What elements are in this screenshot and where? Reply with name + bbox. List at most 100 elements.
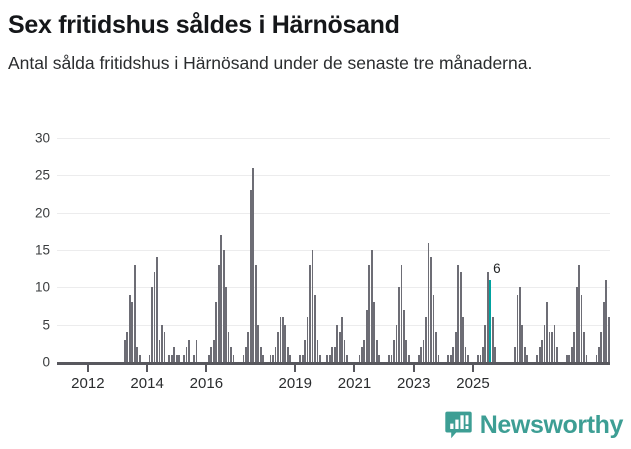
bar (548, 332, 551, 362)
bar (521, 324, 524, 362)
bar (491, 317, 494, 362)
bar (306, 317, 309, 362)
bar-highlighted (489, 279, 492, 362)
bar (580, 294, 583, 362)
bar (417, 354, 420, 362)
bar (217, 264, 220, 362)
bar (128, 294, 131, 362)
x-axis-tick-label: 2025 (456, 374, 490, 392)
bar (284, 324, 287, 362)
bar (193, 354, 195, 362)
bar (541, 339, 543, 362)
bar (484, 324, 487, 362)
bar (286, 347, 289, 362)
bar (427, 242, 430, 362)
bar (153, 272, 156, 362)
newsworthy-bars-bubble-icon (445, 411, 472, 439)
bar (543, 324, 546, 362)
bar (600, 332, 603, 362)
y-axis-tick-label: 0 (42, 354, 50, 370)
bar (133, 264, 136, 362)
x-axis-tick-label: 2014 (130, 374, 164, 392)
bar (595, 354, 598, 362)
bar-series (57, 138, 610, 362)
bar (420, 347, 423, 362)
bar (516, 294, 519, 362)
bar (178, 354, 181, 362)
bar (163, 332, 166, 362)
bar (459, 272, 462, 362)
bar (244, 347, 247, 362)
bar (435, 332, 437, 362)
bar (602, 302, 605, 362)
bar (156, 257, 158, 362)
bar (254, 264, 257, 362)
bar (573, 332, 576, 362)
bar (279, 317, 282, 362)
bar (220, 235, 223, 362)
bar (365, 309, 368, 362)
newsworthy-logo-text: Newsworthy (479, 411, 624, 439)
bar (467, 354, 469, 362)
bar (568, 354, 571, 362)
bar (195, 339, 198, 362)
y-axis-tick-labels: 0 5 10 15 20 25 30 (0, 131, 50, 369)
bar (598, 347, 600, 362)
bar (536, 354, 539, 362)
bar (578, 264, 581, 362)
bar (131, 302, 134, 362)
chart-plot-wrapper: 0 5 10 15 20 25 30 6 2012 2014 2016 2019 2021 2023 2… (0, 131, 631, 400)
chart-page: Sex fritidshus såldes i Härnösand Antal … (0, 10, 631, 449)
x-axis-tick (294, 364, 297, 372)
x-axis-line (57, 362, 610, 365)
bar (481, 347, 484, 362)
bar (373, 302, 376, 362)
bar (523, 347, 526, 362)
x-axis-tick-label: 2019 (278, 374, 312, 392)
bar (585, 354, 588, 362)
bar (575, 287, 578, 362)
bar (242, 354, 245, 362)
bar (454, 332, 457, 362)
bar (282, 317, 284, 362)
bar (477, 354, 479, 362)
bar (259, 347, 262, 362)
bar (430, 257, 432, 362)
bar (464, 347, 467, 362)
bar (161, 324, 163, 362)
bar (299, 354, 302, 362)
bar (124, 339, 126, 362)
bar (230, 347, 232, 362)
bar (405, 339, 408, 362)
bar (479, 354, 482, 362)
bar (151, 287, 153, 362)
bar (605, 279, 608, 362)
bar (170, 354, 173, 362)
bar (331, 347, 334, 362)
bar (227, 332, 230, 362)
x-axis-tick (471, 364, 474, 372)
newsworthy-logo[interactable]: Newsworthy (445, 410, 623, 440)
bar (375, 339, 378, 362)
bar (437, 354, 440, 362)
highlighted-bar-value-label: 6 (493, 260, 501, 276)
bar (486, 272, 489, 362)
y-axis-tick-label: 5 (42, 317, 50, 333)
bar (402, 309, 405, 362)
bar (232, 354, 235, 362)
bar (188, 339, 190, 362)
bar (212, 339, 215, 362)
bar (148, 354, 151, 362)
y-axis-tick-label: 30 (34, 130, 50, 146)
bar (556, 347, 558, 362)
bar (363, 339, 366, 362)
bar (333, 347, 336, 362)
bar (553, 324, 556, 362)
bar (514, 347, 516, 362)
x-axis-tick (353, 364, 356, 372)
bar (378, 354, 381, 362)
bar (215, 302, 218, 362)
bar (252, 167, 255, 362)
plot-area: 6 (57, 138, 610, 365)
bar (565, 354, 568, 362)
